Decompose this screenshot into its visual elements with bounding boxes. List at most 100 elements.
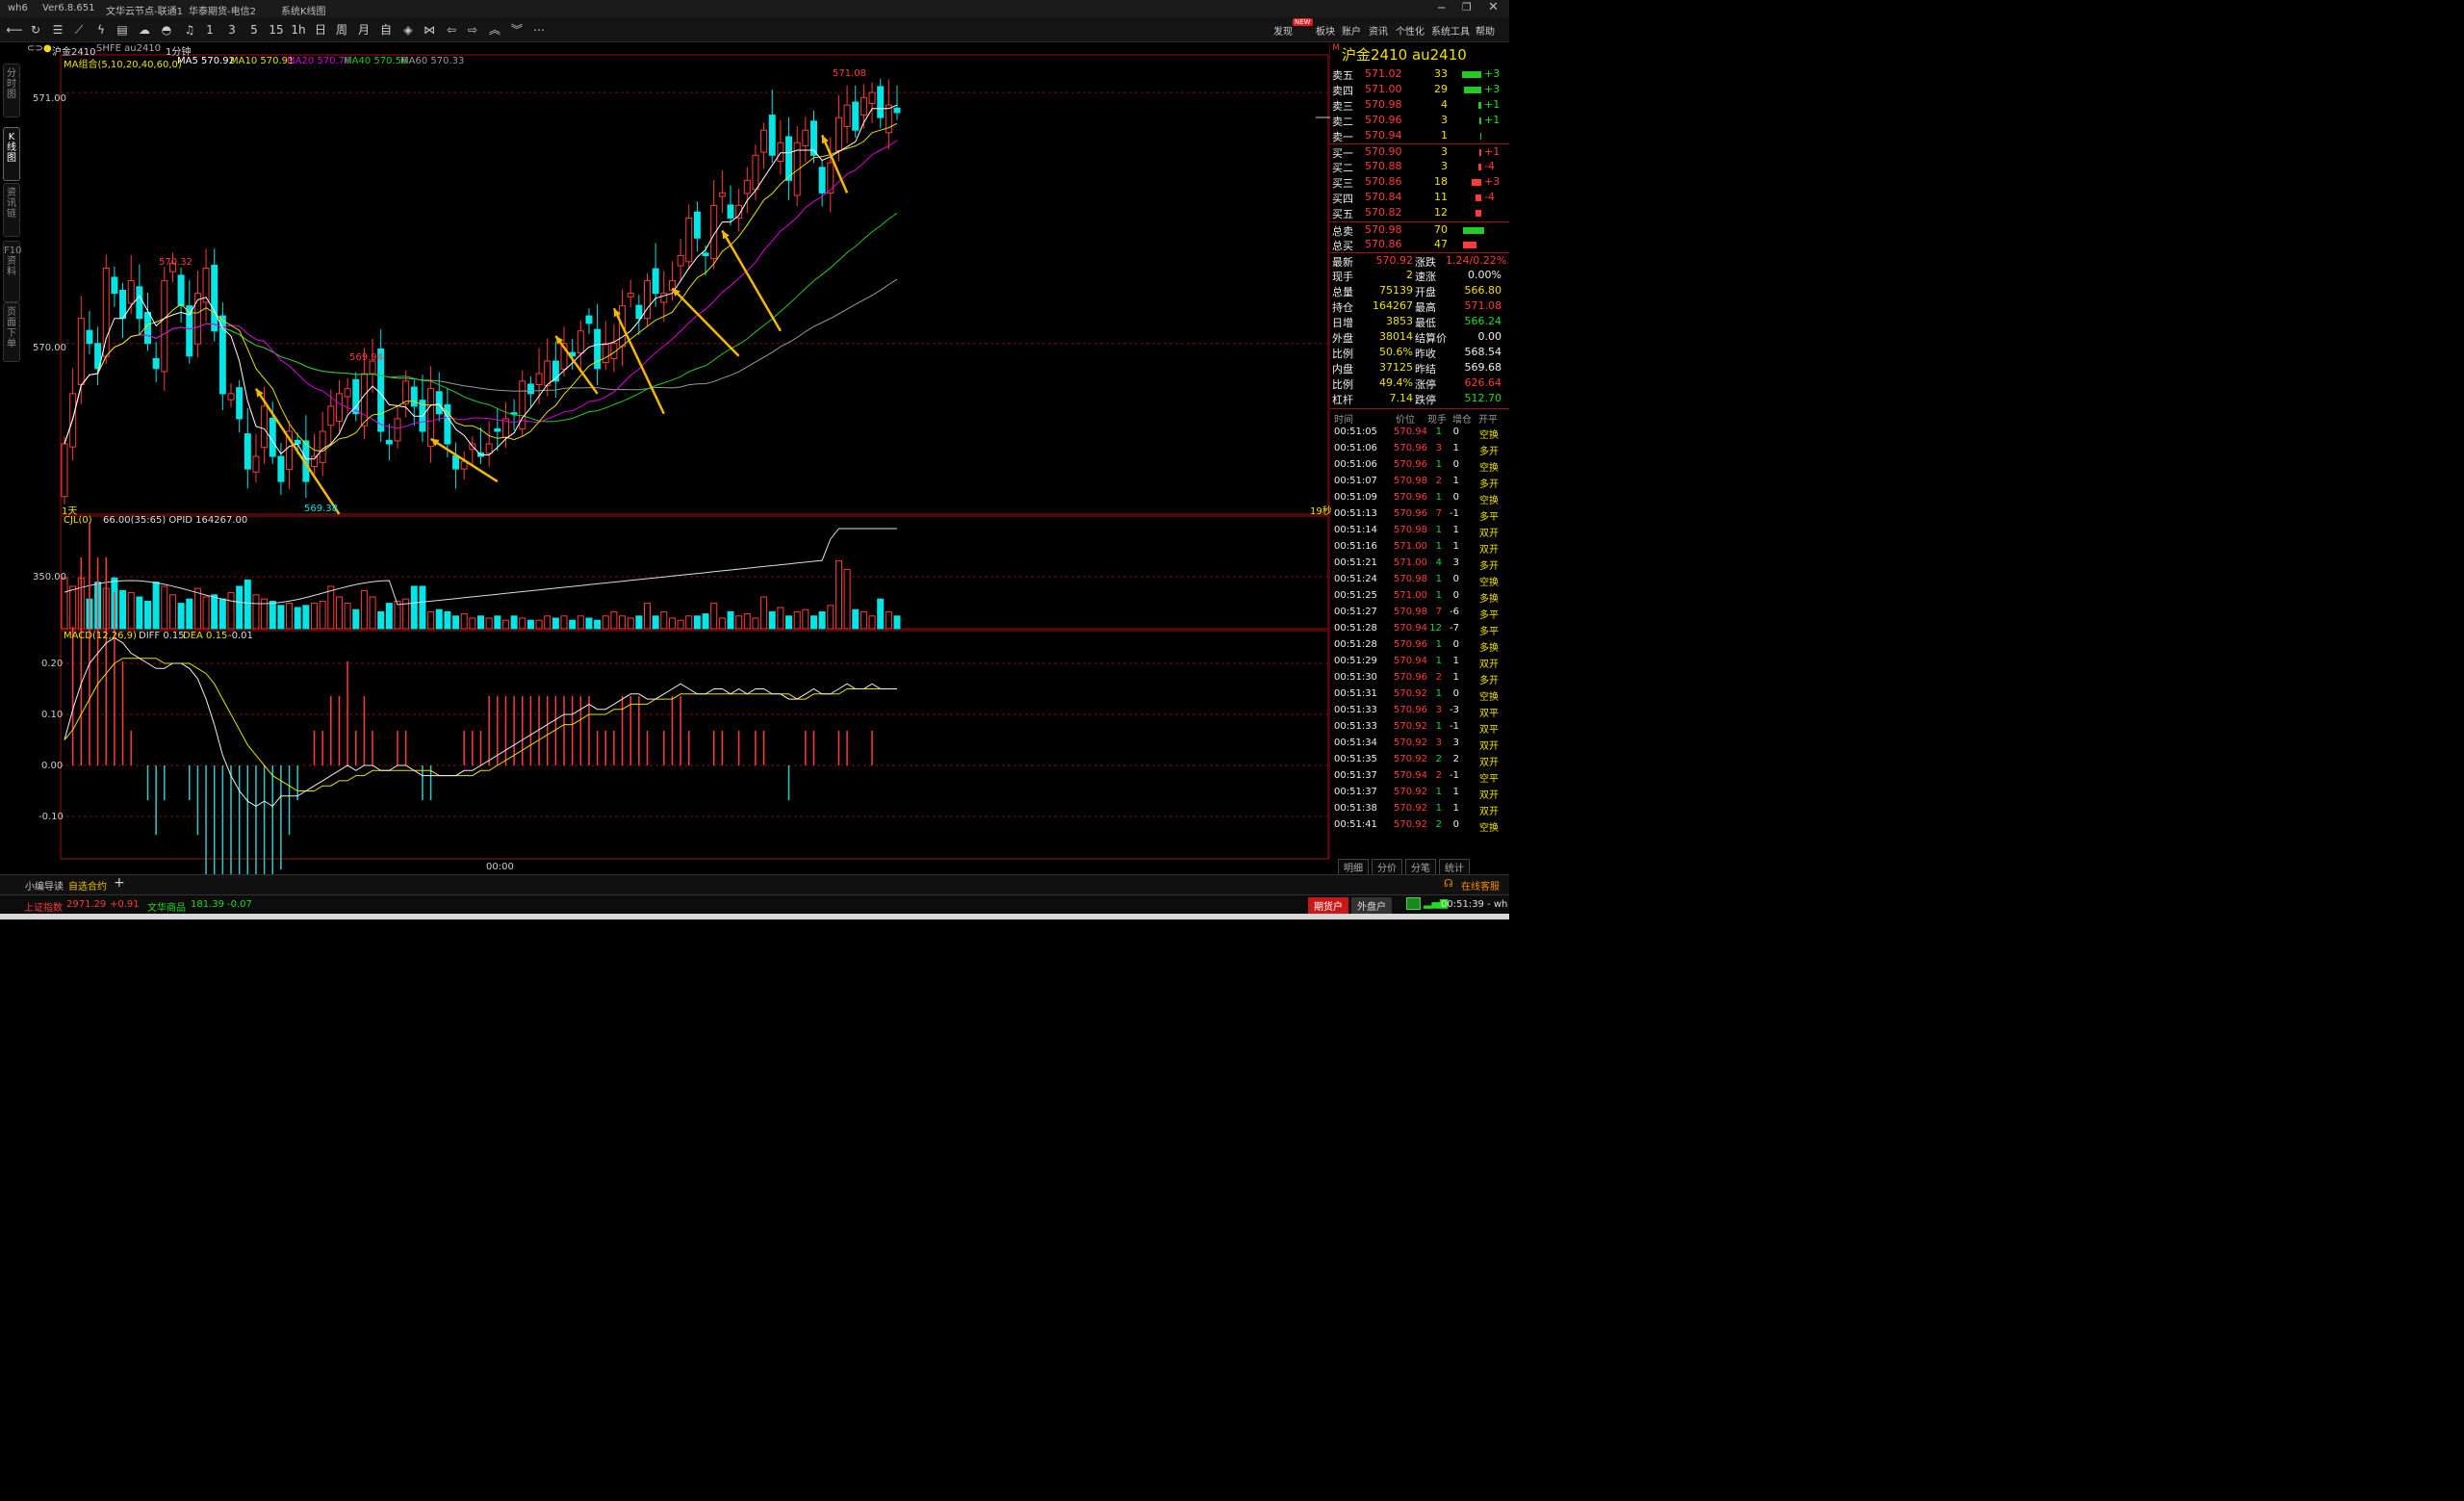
chart-menu-icon[interactable]: ⊂⊃: [27, 43, 43, 54]
list-icon[interactable]: ☰: [52, 23, 64, 37]
cloud-icon[interactable]: ☁: [139, 23, 150, 37]
tab-timeshare[interactable]: 分时图: [3, 64, 20, 117]
trade-row[interactable]: 00:51:41 570.92 2 0 空换: [1330, 817, 1509, 834]
menu-tools[interactable]: 系统工具: [1431, 27, 1470, 38]
ask-row[interactable]: 卖四 571.00 29 +3: [1330, 82, 1509, 97]
refresh-icon[interactable]: ↻: [30, 23, 41, 37]
trade-row[interactable]: 00:51:28 570.94 12 -7 多平: [1330, 621, 1509, 637]
chart-line-icon[interactable]: ⟋: [74, 23, 84, 37]
stat-row[interactable]: 日增 3853 最低 566.24: [1330, 314, 1509, 329]
stat-row[interactable]: 现手 2 速涨 0.00%: [1330, 268, 1509, 283]
stat-row[interactable]: 持仓 164267 最高 571.08: [1330, 298, 1509, 314]
bowtie-icon[interactable]: ⋈: [424, 23, 435, 37]
stat-row[interactable]: 外盘 38014 结算价 0.00: [1330, 329, 1509, 345]
macd-title[interactable]: MACD(12,26,9): [64, 631, 137, 641]
menu-account[interactable]: 账户: [1342, 27, 1361, 38]
grid-icon[interactable]: ▤: [116, 23, 128, 37]
period-week[interactable]: 周: [335, 23, 347, 37]
tab-news-chain[interactable]: 资讯链: [3, 183, 20, 237]
menu-personalize[interactable]: 个性化: [1396, 27, 1424, 38]
trade-row[interactable]: 00:51:25 571.00 1 0 多换: [1330, 588, 1509, 605]
add-tab-button[interactable]: +: [114, 875, 125, 891]
volume-title[interactable]: CJL(0): [64, 515, 92, 526]
close-icon[interactable]: ✕: [1488, 0, 1499, 14]
trade-row[interactable]: 00:51:37 570.94 2 -1 空平: [1330, 768, 1509, 785]
tab-kline[interactable]: K线图: [3, 127, 20, 181]
total-row[interactable]: 总买 570.86 47: [1330, 237, 1509, 252]
trade-row[interactable]: 00:51:05 570.94 1 0 空换: [1330, 425, 1509, 441]
trade-row[interactable]: 00:51:24 570.98 1 0 空换: [1330, 572, 1509, 588]
trade-row[interactable]: 00:51:16 571.00 1 1 双开: [1330, 539, 1509, 556]
diamond-icon[interactable]: ◈: [403, 23, 413, 37]
tab-editor-guide[interactable]: 小编导读: [25, 882, 64, 893]
quote-tab-0[interactable]: 明细: [1338, 859, 1369, 875]
chart-period-select[interactable]: 1分钟: [166, 47, 192, 58]
period-day[interactable]: 日: [314, 23, 326, 37]
bowl-icon[interactable]: ◓: [161, 23, 172, 37]
chevron-down-icon[interactable]: ︾: [510, 23, 523, 37]
menu-sector[interactable]: 板块: [1316, 27, 1335, 38]
bell-icon[interactable]: ♫: [184, 23, 195, 37]
trade-row[interactable]: 00:51:31 570.92 1 0 空换: [1330, 686, 1509, 703]
stat-row[interactable]: 比例 49.4% 涨停 626.64: [1330, 375, 1509, 391]
menu-news[interactable]: 资讯: [1369, 27, 1388, 38]
stat-row[interactable]: 杠杆 7.14 跌停 512.70: [1330, 391, 1509, 406]
minimize-icon[interactable]: ─: [1438, 1, 1446, 14]
bid-row[interactable]: 买五 570.82 12: [1330, 205, 1509, 220]
trade-row[interactable]: 00:51:06 570.96 1 0 空换: [1330, 457, 1509, 474]
trade-row[interactable]: 00:51:06 570.96 3 1 多开: [1330, 441, 1509, 457]
headset-icon[interactable]: ☊: [1444, 877, 1453, 890]
period-5min[interactable]: 5: [250, 23, 258, 37]
tab-watchlist[interactable]: 自选合约: [68, 882, 107, 893]
period-1h[interactable]: 1h: [291, 23, 306, 37]
trade-row[interactable]: 00:51:37 570.92 1 1 双开: [1330, 785, 1509, 801]
trade-row[interactable]: 00:51:34 570.92 3 3 双开: [1330, 736, 1509, 752]
total-row[interactable]: 总卖 570.98 70: [1330, 221, 1509, 238]
trade-row[interactable]: 00:51:09 570.96 1 0 空换: [1330, 490, 1509, 506]
period-3min[interactable]: 3: [228, 23, 236, 37]
period-custom[interactable]: 自: [379, 23, 392, 37]
trade-row[interactable]: 00:51:28 570.96 1 0 多换: [1330, 637, 1509, 654]
stat-row[interactable]: 比例 50.6% 昨收 568.54: [1330, 345, 1509, 360]
menu-help[interactable]: 帮助: [1476, 27, 1495, 38]
trade-row[interactable]: 00:51:30 570.96 2 1 多开: [1330, 670, 1509, 686]
kline-chart[interactable]: [0, 0, 1330, 874]
ma-title[interactable]: MA组合(5,10,20,40,60,0): [64, 60, 182, 70]
ask-row[interactable]: 卖二 570.96 3 +1: [1330, 113, 1509, 128]
bid-row[interactable]: 买二 570.88 3 -4: [1330, 159, 1509, 174]
bid-row[interactable]: 买三 570.86 18 +3: [1330, 174, 1509, 190]
bid-row[interactable]: 买一 570.90 3 +1: [1330, 143, 1509, 160]
bid-row[interactable]: 买四 570.84 11 -4: [1330, 190, 1509, 205]
trade-row[interactable]: 00:51:21 571.00 4 3 多开: [1330, 556, 1509, 572]
trade-row[interactable]: 00:51:29 570.94 1 1 双开: [1330, 654, 1509, 670]
online-support-link[interactable]: 在线客服: [1461, 882, 1500, 893]
chevron-up-icon[interactable]: ︽: [488, 23, 500, 37]
arrow-right-icon[interactable]: ⇨: [467, 23, 478, 37]
back-icon[interactable]: ⟵: [6, 23, 23, 37]
trade-row[interactable]: 00:51:33 570.96 3 -3 双平: [1330, 703, 1509, 719]
index1-name[interactable]: 上证指数: [24, 903, 63, 914]
more-icon[interactable]: ⋯: [533, 23, 545, 37]
trade-row[interactable]: 00:51:38 570.92 1 1 双开: [1330, 801, 1509, 817]
trade-row[interactable]: 00:51:27 570.98 7 -6 多平: [1330, 605, 1509, 621]
stat-row[interactable]: 最新 570.92 涨跌 1.24/0.22%: [1330, 252, 1509, 269]
period-month[interactable]: 月: [357, 23, 370, 37]
arrow-left-icon[interactable]: ⇦: [446, 23, 457, 37]
foreign-account-button[interactable]: 外盘户: [1351, 897, 1392, 914]
futures-account-button[interactable]: 期货户: [1308, 897, 1348, 914]
trade-row[interactable]: 00:51:14 570.98 1 1 双开: [1330, 523, 1509, 539]
restore-icon[interactable]: ❐: [1462, 1, 1472, 13]
tab-f10[interactable]: F10资料: [3, 241, 21, 302]
quote-tab-1[interactable]: 分价: [1372, 859, 1402, 875]
trade-row[interactable]: 00:51:33 570.92 1 -1 双平: [1330, 719, 1509, 736]
ask-row[interactable]: 卖一 570.94 1: [1330, 128, 1509, 143]
ask-row[interactable]: 卖三 570.98 4 +1: [1330, 97, 1509, 113]
trade-row[interactable]: 00:51:35 570.92 2 2 双开: [1330, 752, 1509, 768]
quote-tab-2[interactable]: 分笔: [1405, 859, 1436, 875]
trade-row[interactable]: 00:51:13 570.96 7 -1 多平: [1330, 506, 1509, 523]
period-15min[interactable]: 15: [269, 23, 284, 37]
index2-name[interactable]: 文华商品: [147, 903, 186, 914]
stat-row[interactable]: 内盘 37125 昨结 569.68: [1330, 360, 1509, 375]
trade-row[interactable]: 00:51:07 570.98 2 1 多开: [1330, 474, 1509, 490]
tab-order[interactable]: 页面下单: [3, 302, 20, 362]
